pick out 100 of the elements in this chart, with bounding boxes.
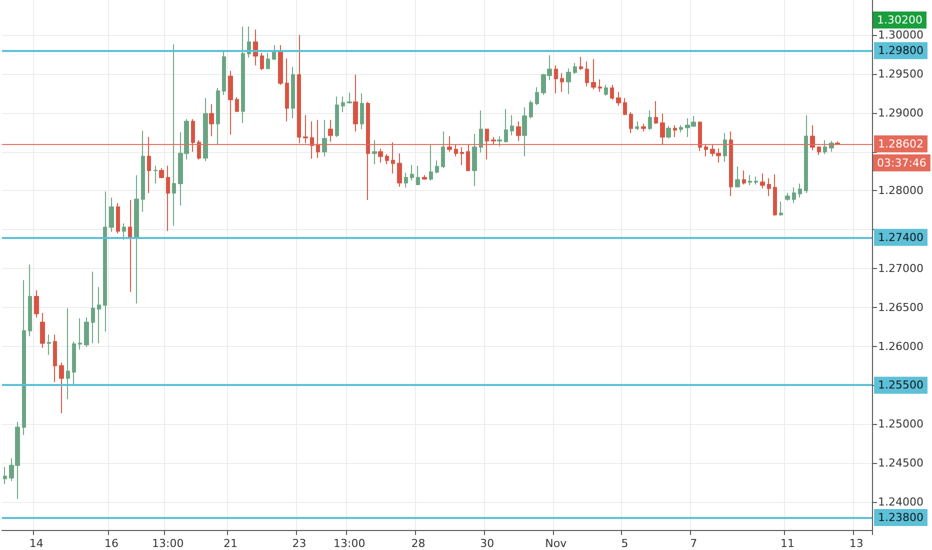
candlestick [335, 96, 339, 138]
candlestick [704, 144, 708, 157]
candlestick [422, 174, 427, 180]
x-tick-label: 13 [849, 537, 864, 550]
x-tick-label: Nov [545, 537, 568, 550]
candlestick [629, 112, 633, 134]
candlestick [47, 334, 51, 356]
x-tick-label: 23 [292, 537, 306, 550]
ref-line-label: 1.23800 [878, 511, 924, 524]
candlestick [360, 92, 364, 130]
candlestick [823, 140, 827, 155]
candlestick [798, 183, 802, 198]
candlestick [285, 58, 289, 122]
x-tick-label: 21 [223, 537, 238, 550]
candlestick [147, 136, 151, 194]
y-tick-label: 1.26000 [878, 340, 924, 353]
candlestick [316, 119, 320, 158]
candlestick [253, 29, 258, 66]
candlestick [579, 56, 583, 71]
y-tick-label: 1.26500 [878, 300, 924, 314]
x-tick-label: 13:00 [334, 537, 366, 550]
y-tick-label: 1.29500 [878, 67, 924, 80]
candlestick [648, 110, 652, 130]
x-tick-label: 5 [621, 537, 628, 550]
candlestick [410, 164, 414, 182]
candlestick [385, 154, 389, 165]
y-tick-label: 1.25000 [878, 418, 924, 431]
candlestick [666, 126, 671, 140]
candlestick [429, 144, 433, 182]
candlestick [72, 341, 76, 387]
candlestick [141, 130, 145, 212]
candlestick [554, 64, 558, 94]
candlestick [654, 100, 658, 124]
candlestick [78, 318, 82, 350]
candlestick [497, 136, 502, 147]
x-tick-label: 11 [780, 537, 795, 550]
y-tick-label: 1.29000 [878, 106, 924, 120]
y-tick-label: 1.27000 [878, 262, 924, 275]
candlestick [504, 108, 508, 143]
candlestick [297, 34, 301, 144]
candlestick [779, 201, 783, 216]
candlestick [134, 174, 139, 304]
candlestick [40, 312, 45, 348]
candlestick [466, 144, 470, 172]
candlestick [591, 58, 596, 90]
candlestick [679, 124, 683, 133]
candlestick [723, 132, 727, 162]
candlestick [441, 131, 445, 169]
candlestick [447, 136, 452, 152]
candlestick [623, 98, 627, 116]
candlestick [491, 136, 496, 146]
candlestick [598, 78, 602, 92]
candlestick [454, 144, 458, 157]
candlestick [53, 334, 57, 383]
candlestick [366, 101, 370, 201]
candlestick [416, 165, 420, 186]
candlestick [835, 141, 840, 146]
candlestick [785, 192, 790, 202]
candlestick [560, 72, 564, 92]
candlestick [660, 113, 665, 146]
y-tick-label: 1.24500 [878, 456, 924, 470]
candlestick [397, 152, 402, 188]
candlestick [641, 123, 646, 132]
candlestick [328, 119, 333, 142]
candlestick [817, 146, 821, 156]
candlestick [28, 264, 32, 337]
candlestick [216, 87, 220, 144]
candlestick [529, 100, 533, 119]
candlestick [460, 146, 464, 166]
candlestick [128, 200, 132, 292]
candlestick [698, 120, 702, 152]
candlestick [34, 290, 39, 318]
candlestick [810, 124, 815, 151]
candlestick [760, 173, 765, 189]
candlestick [754, 176, 758, 185]
candlestick [241, 26, 245, 124]
candlestick [103, 190, 107, 332]
candlestick [97, 286, 101, 344]
candlestick [272, 44, 276, 60]
candlestick [3, 466, 7, 485]
candlestick [616, 91, 621, 106]
candlestick [742, 170, 746, 185]
candlestick [22, 280, 26, 436]
candlestick [66, 308, 70, 400]
candlestick [472, 133, 477, 187]
candlestick [266, 52, 270, 70]
ref-line-label: 1.27400 [878, 230, 924, 244]
candlestick [228, 70, 233, 136]
candlestick [391, 142, 395, 174]
x-tick-label: 16 [104, 537, 119, 550]
candlestick [347, 92, 352, 104]
y-tick-label: 1.30000 [878, 28, 924, 42]
candlestick [303, 114, 308, 144]
candlestick [585, 60, 589, 87]
y-tick-label: 1.24000 [878, 495, 924, 508]
candlestick [203, 98, 208, 162]
candlestick [792, 187, 796, 204]
candlestick [260, 52, 264, 71]
candlestick [804, 114, 808, 194]
candlestick [604, 84, 608, 96]
